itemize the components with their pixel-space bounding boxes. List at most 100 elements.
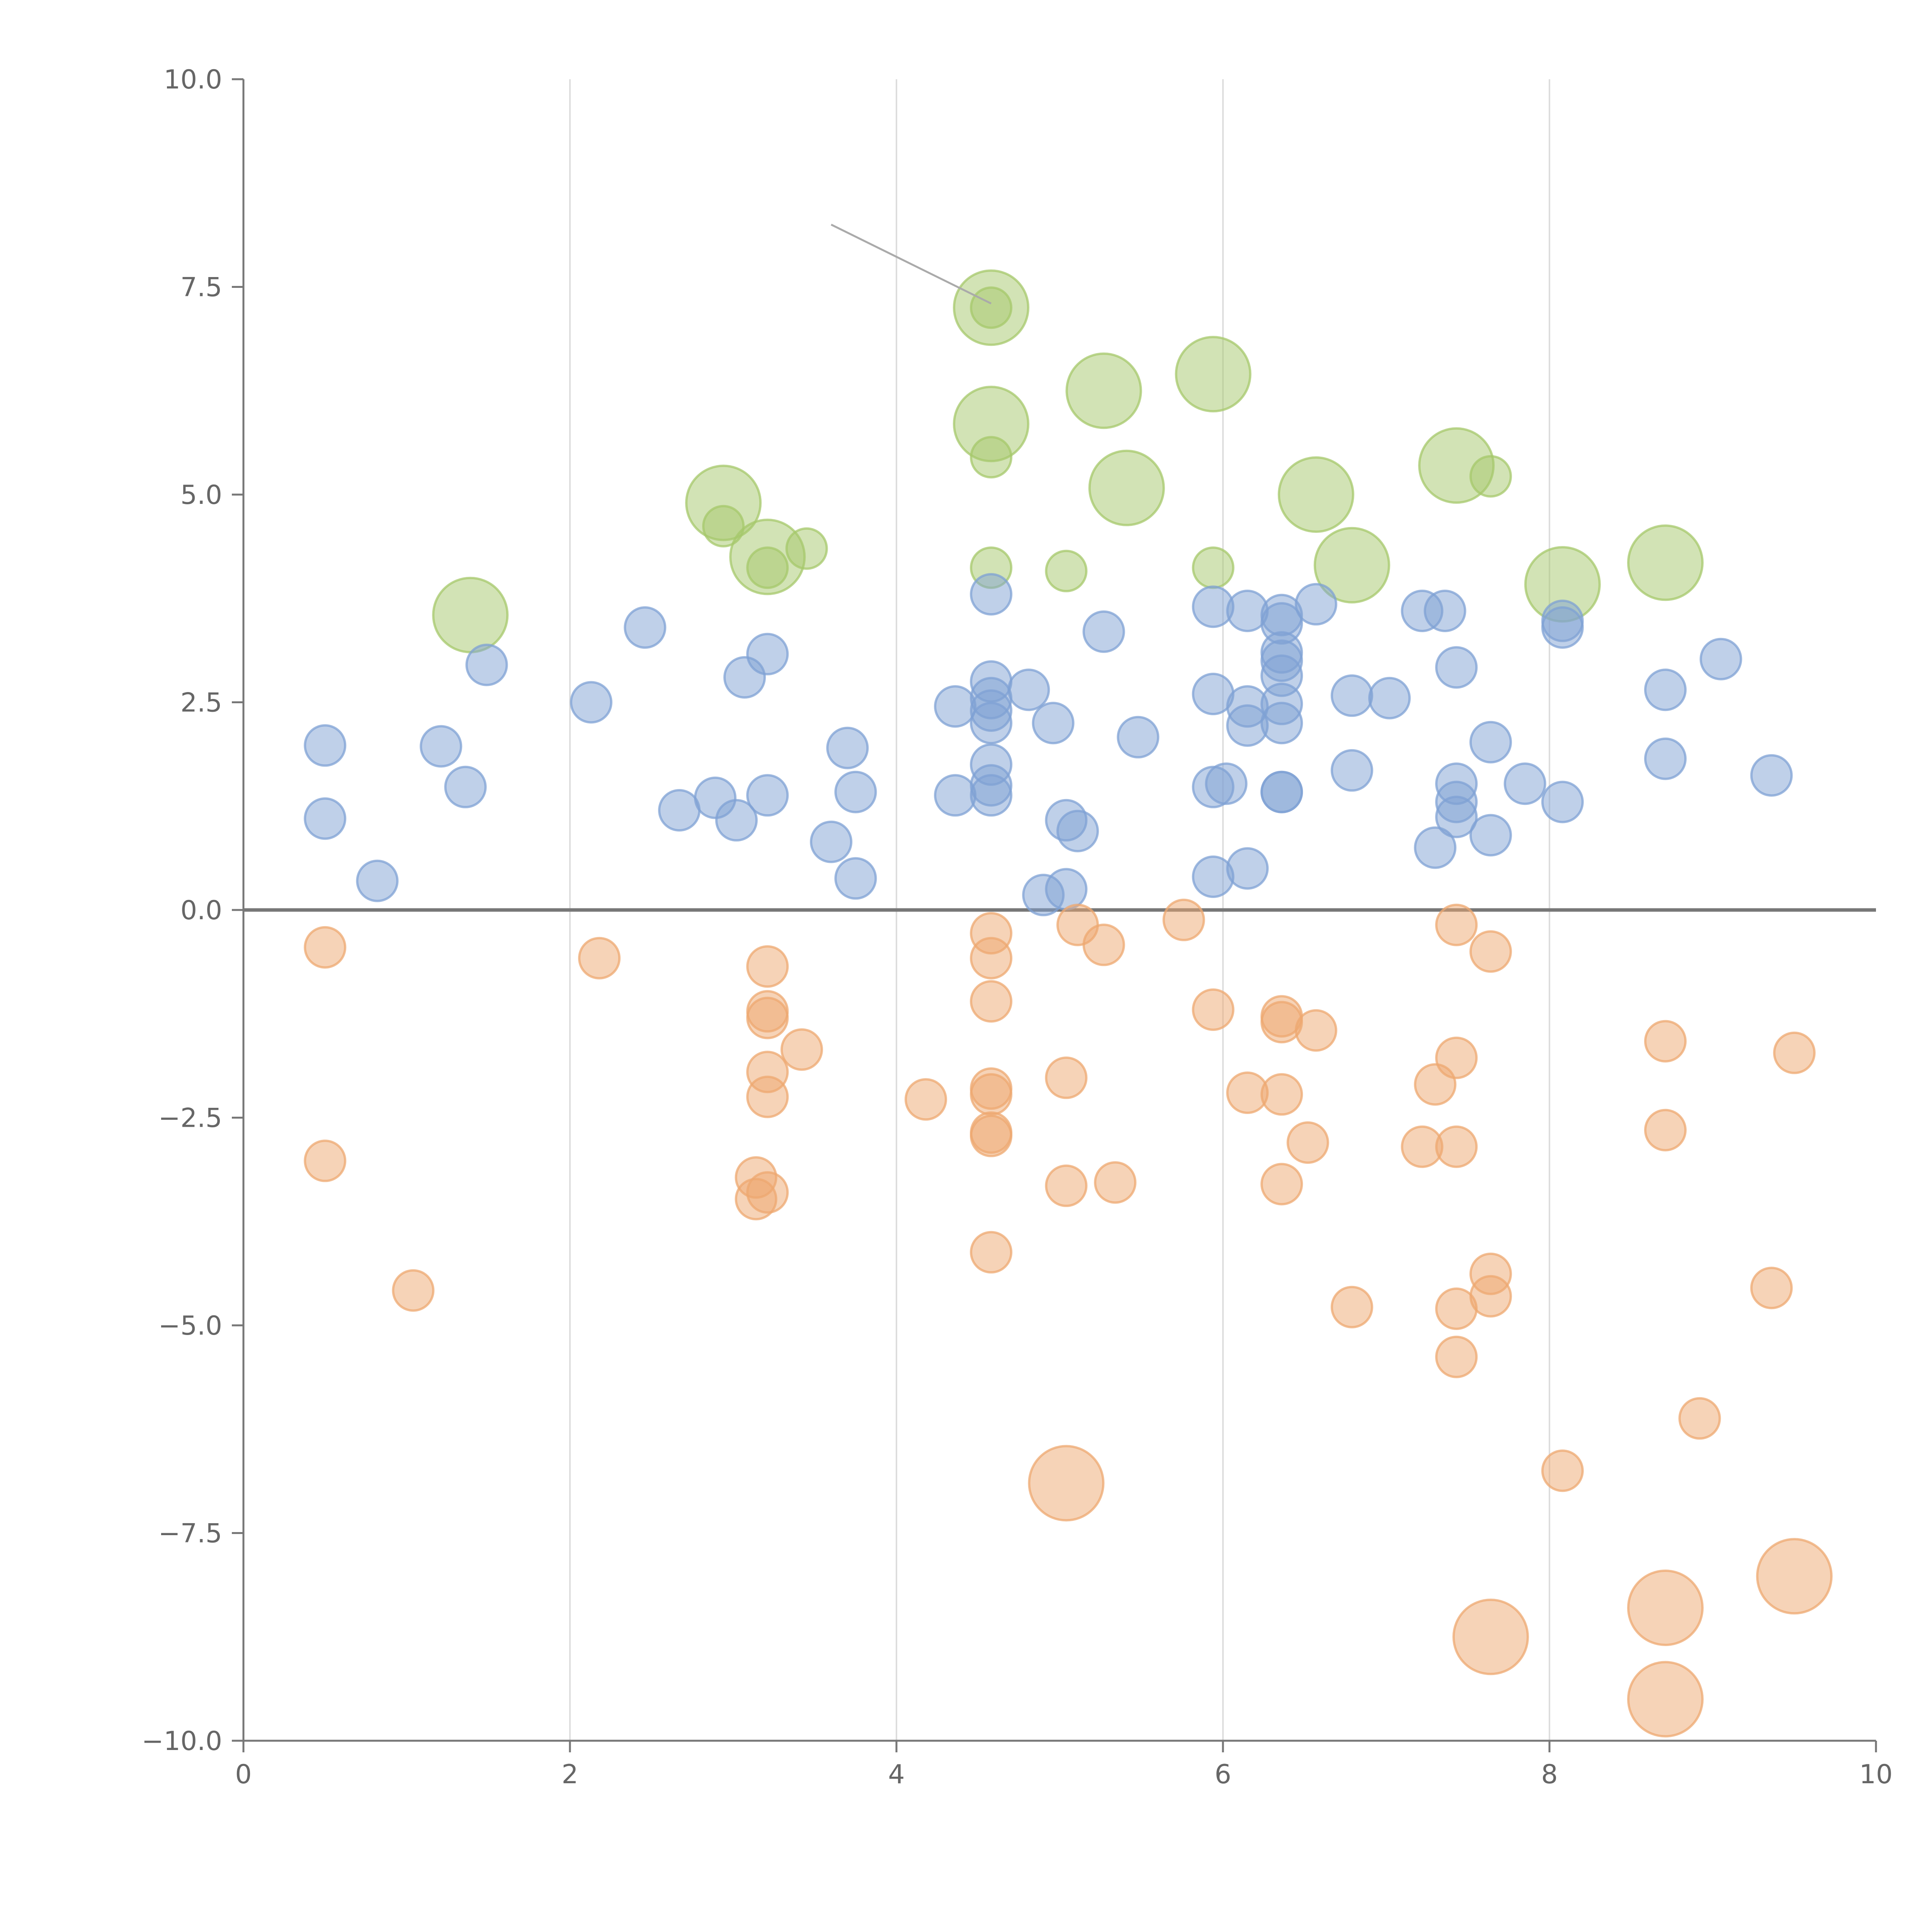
blue-point: [1260, 770, 1303, 813]
blue-point: [624, 606, 667, 649]
y-tick-label: −10.0: [142, 1726, 222, 1757]
blue-point: [1330, 674, 1373, 717]
orange-point: [1627, 1661, 1704, 1738]
blue-point: [1226, 847, 1269, 890]
blue-point: [1032, 702, 1075, 745]
blue-point: [356, 859, 399, 902]
y-tick-label: 5.0: [180, 480, 222, 510]
orange-point: [1162, 898, 1205, 941]
green-point: [702, 505, 745, 548]
orange-point: [578, 937, 621, 980]
y-tick-label: 2.5: [180, 688, 222, 718]
blue-point: [715, 799, 758, 842]
orange-point: [1541, 1449, 1584, 1492]
y-tick-label: −2.5: [158, 1103, 222, 1134]
x-tick-label: 8: [1541, 1759, 1558, 1790]
y-tick-label: 7.5: [180, 272, 222, 303]
blue-point: [304, 724, 347, 767]
y-tick-label: −7.5: [158, 1519, 222, 1549]
orange-point: [970, 1114, 1013, 1157]
orange-point: [1028, 1445, 1105, 1522]
orange-point: [746, 997, 789, 1039]
blue-point: [420, 725, 463, 768]
orange-point: [1260, 1073, 1303, 1116]
orange-point: [1750, 1267, 1793, 1310]
blue-point: [1082, 610, 1125, 653]
blue-point: [834, 857, 877, 900]
blue-point: [1469, 814, 1512, 857]
series-blue: [304, 573, 1793, 917]
green-point: [1045, 549, 1088, 592]
orange-point: [1192, 988, 1235, 1031]
blue-point: [444, 765, 487, 808]
blue-point: [834, 770, 877, 813]
orange-point: [1678, 1397, 1721, 1440]
orange-point: [1045, 1164, 1088, 1207]
callout-leader-line: [830, 224, 992, 304]
blue-point: [1699, 638, 1742, 680]
blue-point: [1330, 749, 1373, 792]
blue-point: [304, 797, 347, 840]
blue-point: [1435, 646, 1478, 689]
orange-point: [1435, 1036, 1478, 1079]
blue-point: [1294, 583, 1337, 626]
annotation-layer: [830, 224, 992, 304]
blue-point: [970, 774, 1013, 817]
blue-point: [1644, 668, 1687, 711]
orange-point: [1435, 1335, 1478, 1378]
orange-point: [1045, 1056, 1088, 1099]
orange-point: [746, 1171, 789, 1214]
orange-point: [746, 945, 789, 988]
orange-point: [1260, 1163, 1303, 1206]
orange-point: [970, 1231, 1013, 1274]
blue-point: [1435, 796, 1478, 838]
orange-point: [1330, 1286, 1373, 1328]
green-point: [746, 546, 789, 589]
blue-point: [810, 820, 852, 863]
orange-point: [1094, 1161, 1137, 1204]
green-point: [1065, 352, 1142, 429]
blue-point: [970, 702, 1013, 745]
y-tick-label: −5.0: [158, 1311, 222, 1341]
green-point: [970, 436, 1013, 479]
orange-point: [1756, 1538, 1833, 1615]
series-orange: [304, 898, 1833, 1738]
orange-point: [1644, 1020, 1687, 1063]
green-point: [785, 527, 828, 570]
series-green: [432, 269, 1704, 653]
blue-point: [1045, 868, 1088, 911]
blue-point: [934, 774, 977, 817]
orange-point: [1435, 1125, 1478, 1168]
orange-point: [1627, 1570, 1704, 1646]
blue-point: [934, 685, 977, 728]
green-point: [1192, 546, 1235, 589]
blue-point: [1750, 754, 1793, 797]
orange-point: [1452, 1599, 1529, 1675]
orange-point: [1082, 923, 1125, 966]
blue-point: [1368, 677, 1411, 719]
x-tick-label: 6: [1214, 1759, 1231, 1790]
orange-point: [970, 937, 1013, 980]
orange-point: [1469, 1275, 1512, 1318]
blue-point: [1117, 716, 1160, 759]
blue-point: [970, 573, 1013, 616]
green-point: [1469, 455, 1512, 498]
orange-point: [1294, 1009, 1337, 1052]
blue-point: [826, 726, 869, 769]
green-point: [1175, 336, 1252, 413]
orange-point: [1286, 1121, 1329, 1164]
orange-point: [970, 980, 1013, 1023]
blue-point: [658, 789, 701, 832]
blue-point: [746, 633, 789, 675]
orange-point: [392, 1269, 435, 1312]
blue-point: [1644, 737, 1687, 780]
x-tick-label: 2: [561, 1759, 578, 1790]
green-point: [1088, 449, 1165, 526]
blue-point: [1007, 668, 1050, 711]
green-point: [1627, 524, 1704, 601]
blue-point: [1056, 810, 1099, 852]
orange-point: [1644, 1109, 1687, 1151]
axis-layer: 0 2 4 6 8 10 10.0 7.5 5.0 2.5 0.0 −2.5 −5.0 −7.5 −10.0: [142, 65, 1893, 1790]
orange-point: [304, 926, 347, 969]
